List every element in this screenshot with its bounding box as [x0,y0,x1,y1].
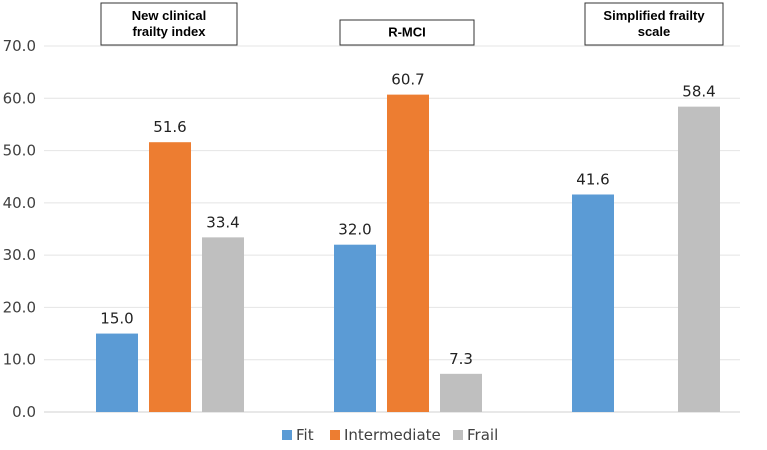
legend-swatch-intermediate [330,430,340,440]
group-title: frailty index [133,24,207,39]
data-label: 60.7 [391,71,424,89]
y-tick-label: 40.0 [3,194,36,212]
y-tick-label: 60.0 [3,89,36,107]
bar-intermediate [387,94,429,412]
data-label: 32.0 [338,221,371,239]
legend-label-intermediate: Intermediate [344,426,441,444]
group-title: Simplified frailty [603,8,705,23]
y-tick-label: 50.0 [3,142,36,160]
data-label: 41.6 [576,170,609,188]
y-tick-label: 20.0 [3,298,36,316]
group-title-box [100,2,238,46]
data-label: 58.4 [682,83,715,101]
group-title-box [339,19,475,46]
bar-frail [678,106,720,412]
legend: Fit Intermediate Frail [282,426,498,444]
legend-label-fit: Fit [296,426,314,444]
y-tick-label: 0.0 [12,403,36,421]
legend-label-frail: Frail [467,426,498,444]
legend-swatch-fit [282,430,292,440]
group-title: R-MCI [388,25,426,40]
bar-frail [202,237,244,412]
group-title-box [584,2,724,46]
data-label: 15.0 [100,310,133,328]
group-title: New clinical [132,8,206,23]
data-label: 33.4 [206,213,239,231]
group-title: scale [638,24,671,39]
data-label: 7.3 [449,350,473,368]
data-label: 51.6 [153,118,186,136]
legend-swatch-frail [453,430,463,440]
y-tick-label: 70.0 [3,37,36,55]
y-tick-label: 10.0 [3,351,36,369]
data-labels-layer: 15.0 51.6 33.4 32.0 60.7 7.3 41.6 58.4 [100,71,715,368]
bar-fit [572,194,614,412]
bar-fit [334,244,376,412]
bar-fit [96,333,138,412]
y-tick-label: 30.0 [3,246,36,264]
bar-intermediate [149,142,191,412]
bars-layer [96,94,720,412]
bar-frail [440,373,482,412]
